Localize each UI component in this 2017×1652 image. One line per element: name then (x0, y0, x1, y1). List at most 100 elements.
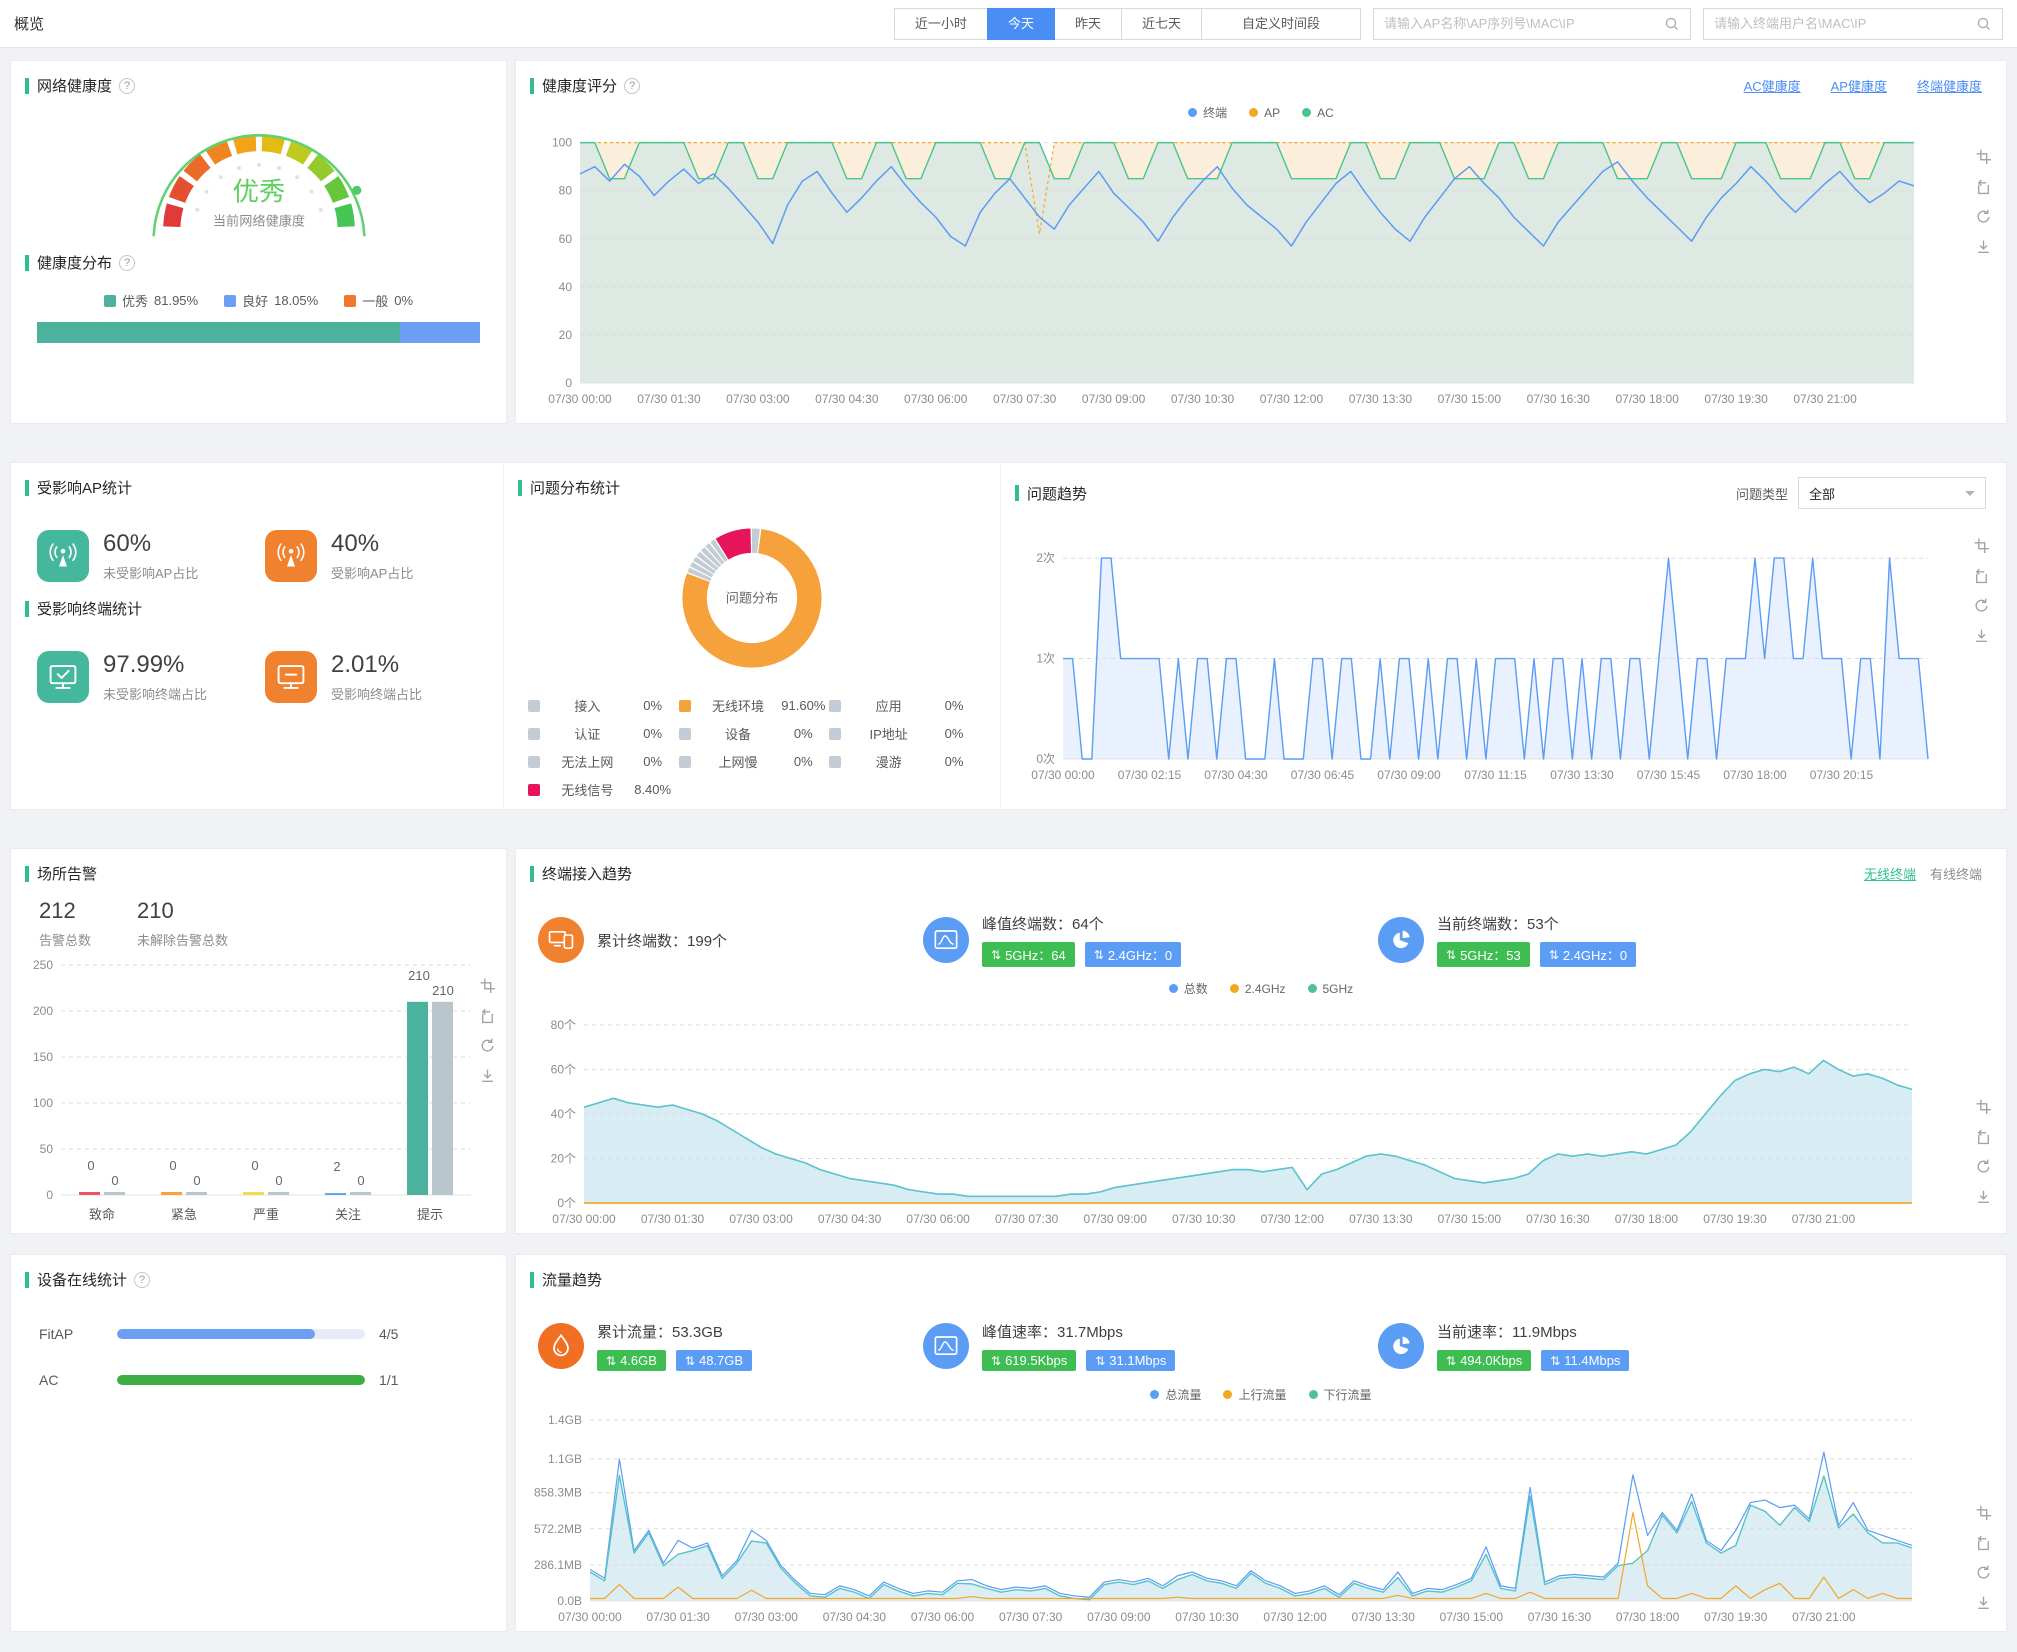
svg-text:40个: 40个 (551, 1107, 576, 1121)
legend-item: 2.4GHz (1229, 980, 1286, 997)
svg-text:60个: 60个 (551, 1062, 576, 1076)
issue-type-value: 全部 (1809, 486, 1836, 502)
refresh-icon[interactable] (1975, 1158, 1992, 1175)
refresh-icon[interactable] (1975, 1564, 1992, 1581)
badge-text: 5GHz：64 (1005, 948, 1066, 963)
updown-arrows-icon: ⇅ (991, 1353, 1002, 1368)
legend-item: 上行流量 (1223, 1386, 1287, 1403)
issue-dist-section: 问题分布统计 问题分布 接入 0% 无线环境 91.60% 应用 0% 认证 0% 设备 0% IP… (504, 463, 1001, 809)
download-icon[interactable] (479, 1067, 496, 1084)
issue-trend-chart: 0次 1次 2次 07/30 00:00 07/30 02:15 07/30 04:30 0… (1005, 529, 2006, 800)
wireless-terminal-tab[interactable]: 无线终端 (1863, 867, 1916, 882)
refresh-icon[interactable] (1975, 208, 1992, 225)
stat-block-value: 31.7Mbps (1057, 1324, 1123, 1341)
legend-value: 91.60% (781, 698, 826, 713)
alarm-total: 210 未解除告警总数 (137, 898, 228, 949)
legend-label: 2.4GHz (1244, 981, 1286, 996)
impact-stat-label: 未受影响AP占比 (103, 566, 199, 581)
svg-text:严重: 严重 (253, 1207, 279, 1222)
time-range-group: 近一小时 今天 昨天 近七天 自定义时间段 (893, 7, 1361, 40)
title-accent (530, 1271, 534, 1288)
legend-dot-icon (829, 727, 842, 740)
impact-stat-value: 2.01% (331, 651, 400, 678)
health-score-chart: 0 20 40 60 80 100 07/30 00:00 07/30 01:30 07/30 … (522, 121, 2006, 422)
svg-text:07/30 16:30: 07/30 16:30 (1527, 392, 1591, 406)
badge-text: 2.4GHz：0 (1562, 948, 1628, 963)
wired-terminal-tab[interactable]: 有线终端 (1929, 867, 1982, 882)
zoom-in-icon[interactable] (479, 977, 496, 994)
client-search-box (1703, 7, 2003, 40)
zoom-reset-icon[interactable] (1975, 178, 1992, 195)
impact-stat-label: 受影响AP占比 (331, 566, 414, 581)
donut-legend-item: 接入 0% (528, 696, 679, 715)
search-icon[interactable] (1976, 16, 1992, 32)
legend-label: 认证 (574, 727, 601, 742)
legend-dot-icon (678, 755, 691, 768)
impact-ap-stats: 60% 未受影响AP占比 40% 受影响AP占比 (11, 504, 503, 592)
network-health-title: 网络健康度 (37, 78, 113, 95)
stat-block: 峰值终端数：64个 ⇅ 5GHz：64 ⇅ 2.4GHz：0 (923, 906, 1378, 974)
help-icon[interactable] (119, 254, 136, 271)
health-score-panel: 健康度评分 AC健康度 AP健康度 终端健康度 终端 AP AC 0 20 40 60 80 10… (515, 60, 2007, 424)
terminal-health-link[interactable]: 终端健康度 (1916, 79, 1982, 94)
chart-toolbar (1973, 537, 1990, 644)
time-button-4[interactable]: 近七天 (1120, 7, 1202, 40)
svg-text:286.1MB: 286.1MB (534, 1558, 582, 1572)
help-icon[interactable] (624, 77, 641, 94)
impact-stat: 97.99% 未受影响终端占比 (37, 651, 265, 703)
device-progress-fill (117, 1375, 365, 1385)
zoom-reset-icon[interactable] (1975, 1534, 1992, 1551)
zoom-in-icon[interactable] (1973, 537, 1990, 554)
stat-block-value: 53个 (1527, 916, 1559, 933)
issue-type-select[interactable]: 全部 (1798, 477, 1986, 509)
refresh-icon[interactable] (479, 1037, 496, 1054)
ac-health-link[interactable]: AC健康度 (1743, 79, 1801, 94)
svg-text:07/30 21:00: 07/30 21:00 (1793, 392, 1857, 406)
ap-search-input[interactable] (1384, 16, 1664, 31)
ap-health-link[interactable]: AP健康度 (1830, 79, 1887, 94)
legend-label: 接入 (574, 699, 601, 714)
legend-dot-icon (1307, 984, 1317, 993)
svg-text:0: 0 (357, 1173, 364, 1188)
zoom-in-icon[interactable] (1975, 1098, 1992, 1115)
time-button-3[interactable]: 昨天 (1053, 7, 1122, 40)
svg-text:150: 150 (33, 1050, 53, 1064)
download-icon[interactable] (1975, 238, 1992, 255)
download-icon[interactable] (1975, 1188, 1992, 1205)
search-icon[interactable] (1664, 16, 1680, 32)
svg-text:60: 60 (559, 232, 573, 246)
alarm-total-label: 未解除告警总数 (137, 933, 229, 948)
health-score-title: 健康度评分 (542, 78, 618, 95)
time-button-2[interactable]: 今天 (986, 7, 1055, 40)
health-dist-bar (37, 322, 480, 343)
peak-icon (923, 917, 969, 963)
zoom-in-icon[interactable] (1975, 1504, 1992, 1521)
zoom-in-icon[interactable] (1975, 148, 1992, 165)
stat-block: 当前终端数：53个 ⇅ 5GHz：53 ⇅ 2.4GHz：0 (1378, 906, 1637, 974)
zoom-reset-icon[interactable] (479, 1007, 496, 1024)
legend-label: 无法上网 (561, 755, 614, 770)
svg-text:07/30 06:00: 07/30 06:00 (904, 392, 968, 406)
time-button-1[interactable]: 近一小时 (893, 7, 988, 40)
device-online-panel: 设备在线统计 FitAP 4/5 AC 1/1 (10, 1254, 507, 1632)
legend-label: 无线环境 (711, 699, 764, 714)
svg-text:07/30 21:00: 07/30 21:00 (1792, 1212, 1856, 1226)
help-icon[interactable] (119, 77, 136, 94)
updown-arrows-icon: ⇅ (1095, 1353, 1106, 1368)
title-accent (530, 77, 534, 94)
legend-value: 0% (793, 754, 813, 769)
time-button-5[interactable]: 自定义时间段 (1200, 7, 1361, 40)
legend-value: 0% (944, 754, 964, 769)
legend-label: 下行流量 (1323, 1388, 1372, 1402)
help-icon[interactable] (134, 1271, 151, 1288)
download-icon[interactable] (1973, 627, 1990, 644)
impact-issues-panel: 受影响AP统计 60% 未受影响AP占比 40% 受影响AP占比 受影响终端统计 97… (10, 462, 2007, 810)
client-search-input[interactable] (1714, 16, 1976, 31)
refresh-icon[interactable] (1973, 597, 1990, 614)
impact-stat: 2.01% 受影响终端占比 (265, 651, 493, 703)
download-icon[interactable] (1975, 1594, 1992, 1611)
zoom-reset-icon[interactable] (1973, 567, 1990, 584)
zoom-reset-icon[interactable] (1975, 1128, 1992, 1145)
title-accent (25, 1271, 29, 1288)
